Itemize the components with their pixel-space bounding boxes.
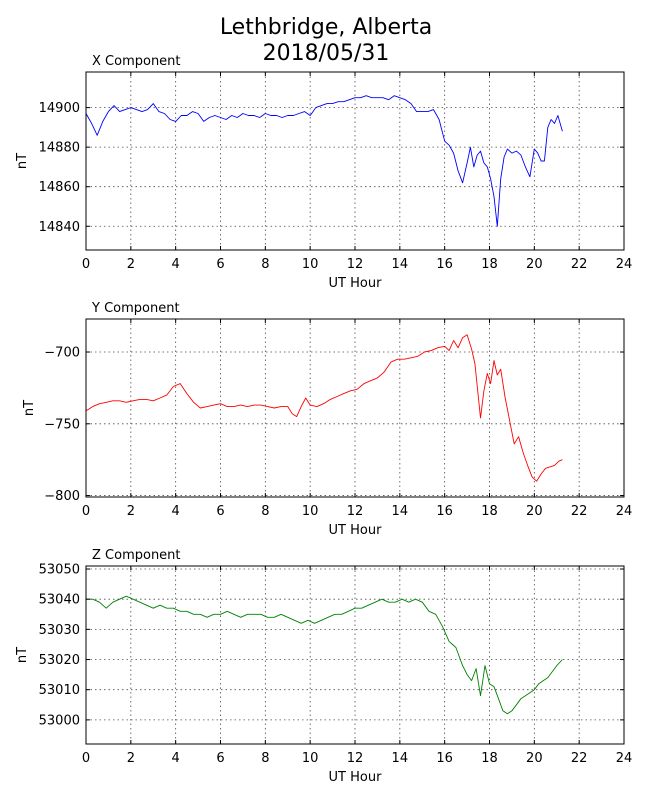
panel-title-y: Y Component — [91, 301, 180, 316]
x-tick-label: 24 — [616, 257, 633, 272]
data-series-line-x — [85, 95, 563, 227]
x-axis-label: UT Hour — [329, 276, 383, 291]
x-tick-label: 18 — [481, 751, 498, 766]
x-tick-label: 16 — [436, 504, 453, 519]
y-axis-label: nT — [22, 400, 37, 416]
x-tick-label: 6 — [216, 751, 224, 766]
x-tick-label: 12 — [347, 257, 364, 272]
x-tick-label: 0 — [82, 257, 90, 272]
panel-title-z: Z Component — [92, 548, 181, 563]
y-tick-label: 14840 — [39, 220, 80, 235]
y-tick-label: 14880 — [39, 141, 80, 156]
x-tick-label: 22 — [571, 751, 588, 766]
y-tick-label: 53010 — [39, 683, 80, 698]
y-tick-label: −800 — [44, 489, 80, 504]
x-tick-label: 4 — [172, 751, 180, 766]
x-tick-label: 20 — [526, 257, 543, 272]
x-tick-label: 18 — [481, 257, 498, 272]
x-tick-label: 0 — [82, 504, 90, 519]
y-tick-label: 53050 — [39, 563, 80, 578]
x-axis-label: UT Hour — [329, 523, 383, 538]
x-tick-label: 2 — [127, 257, 135, 272]
x-tick-label: 6 — [216, 257, 224, 272]
x-tick-label: 22 — [571, 504, 588, 519]
x-tick-label: 4 — [172, 504, 180, 519]
x-tick-label: 4 — [172, 257, 180, 272]
x-tick-label: 14 — [392, 504, 409, 519]
plot-frame — [85, 318, 625, 498]
plot-frame — [85, 565, 625, 745]
x-tick-label: 8 — [261, 257, 269, 272]
x-tick-label: 20 — [526, 504, 543, 519]
x-tick-label: 14 — [392, 257, 409, 272]
figure-title-date: 2018/05/31 — [263, 41, 390, 66]
x-tick-label: 24 — [616, 751, 633, 766]
y-tick-label: 14860 — [39, 180, 80, 195]
y-tick-label: −700 — [44, 346, 80, 361]
x-tick-label: 0 — [82, 751, 90, 766]
data-series-line-y — [85, 334, 563, 482]
x-tick-label: 14 — [392, 751, 409, 766]
x-tick-label: 12 — [347, 504, 364, 519]
x-tick-label: 20 — [526, 751, 543, 766]
panel-title-x: X Component — [92, 54, 181, 69]
x-tick-label: 18 — [481, 504, 498, 519]
x-tick-label: 10 — [302, 257, 319, 272]
chart-panels: 0 2 4 6 8 10 12 14 16 18 20 22 241484014860148801490… — [15, 54, 632, 785]
x-tick-label: 24 — [616, 504, 633, 519]
figure-title-station: Lethbridge, Alberta — [220, 15, 432, 40]
x-tick-label: 16 — [436, 257, 453, 272]
y-tick-label: −750 — [44, 417, 80, 432]
x-tick-label: 2 — [127, 751, 135, 766]
x-tick-label: 12 — [347, 751, 364, 766]
y-tick-label: 53000 — [39, 713, 80, 728]
x-tick-label: 8 — [261, 751, 269, 766]
x-tick-label: 22 — [571, 257, 588, 272]
y-tick-label: 14900 — [39, 101, 80, 116]
y-tick-label: 53020 — [39, 653, 80, 668]
x-tick-label: 8 — [261, 504, 269, 519]
x-tick-label: 10 — [302, 751, 319, 766]
data-series-line-z — [86, 595, 563, 715]
x-axis-label: UT Hour — [329, 770, 383, 785]
x-tick-label: 2 — [127, 504, 135, 519]
y-tick-label: 53030 — [39, 623, 80, 638]
chart-panel-z: 0 2 4 6 8 10 12 14 16 18 20 22 245300053010530205303… — [15, 548, 632, 785]
y-axis-label: nT — [15, 153, 30, 169]
chart-panel-x: 0 2 4 6 8 10 12 14 16 18 20 22 241484014860148801490… — [15, 54, 632, 291]
x-tick-label: 10 — [302, 504, 319, 519]
y-tick-label: 53040 — [39, 593, 80, 608]
y-axis-label: nT — [15, 647, 30, 663]
x-tick-label: 6 — [216, 504, 224, 519]
x-tick-label: 16 — [436, 751, 453, 766]
